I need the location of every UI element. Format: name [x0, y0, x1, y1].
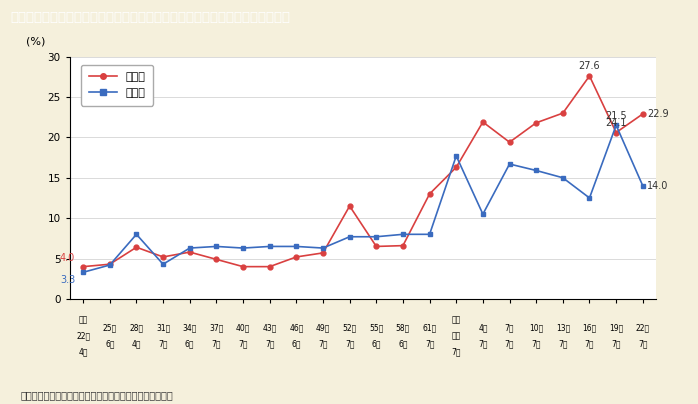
Text: 7月: 7月 [452, 347, 461, 356]
Text: 25年: 25年 [103, 323, 117, 332]
Text: 6月: 6月 [292, 339, 301, 348]
Text: 10年: 10年 [529, 323, 543, 332]
Text: 元年: 元年 [452, 331, 461, 340]
Text: 28年: 28年 [129, 323, 144, 332]
Text: 14.0: 14.0 [647, 181, 668, 191]
Text: 40年: 40年 [236, 323, 250, 332]
Text: 7月: 7月 [611, 339, 621, 348]
Text: 6月: 6月 [185, 339, 195, 348]
Text: 4月: 4月 [78, 347, 88, 356]
Text: 31年: 31年 [156, 323, 170, 332]
Text: 6月: 6月 [105, 339, 114, 348]
Text: 46年: 46年 [289, 323, 304, 332]
Text: 7月: 7月 [531, 339, 541, 348]
Text: 4.0: 4.0 [60, 252, 75, 263]
Text: 7月: 7月 [505, 339, 514, 348]
Text: 52年: 52年 [343, 323, 357, 332]
Text: 7月: 7月 [265, 339, 274, 348]
Text: 24.1: 24.1 [605, 118, 627, 128]
Text: 58年: 58年 [396, 323, 410, 332]
Text: 昭和: 昭和 [78, 315, 88, 324]
Text: 7年: 7年 [505, 323, 514, 332]
Text: 13年: 13年 [556, 323, 570, 332]
Text: 4年: 4年 [478, 323, 488, 332]
Text: 7月: 7月 [211, 339, 221, 348]
Text: 37年: 37年 [209, 323, 223, 332]
Text: 6月: 6月 [371, 339, 381, 348]
Text: 第１－１－２図　参議院議員通常選挙候補者，当選者に占める女性割合の推移: 第１－１－２図 参議院議員通常選挙候補者，当選者に占める女性割合の推移 [10, 11, 290, 24]
Text: 34年: 34年 [183, 323, 197, 332]
Text: 7月: 7月 [638, 339, 648, 348]
Text: (%): (%) [26, 37, 45, 47]
Text: 49年: 49年 [315, 323, 330, 332]
Text: 6月: 6月 [398, 339, 408, 348]
Text: 7月: 7月 [425, 339, 434, 348]
Text: 19年: 19年 [609, 323, 623, 332]
Text: 7月: 7月 [238, 339, 248, 348]
Text: 27.6: 27.6 [579, 61, 600, 71]
Text: 平成: 平成 [452, 315, 461, 324]
Text: 7月: 7月 [345, 339, 355, 348]
Text: 22年: 22年 [636, 323, 650, 332]
Text: 16年: 16年 [582, 323, 597, 332]
Text: 61年: 61年 [422, 323, 437, 332]
Legend: 候補者, 当選者: 候補者, 当選者 [81, 65, 154, 106]
Text: 22年: 22年 [76, 331, 90, 340]
Text: 4月: 4月 [132, 339, 141, 348]
Text: 7月: 7月 [318, 339, 328, 348]
Text: （備考）総務省「参議院議員通常選挙結果調」より作成。: （備考）総務省「参議院議員通常選挙結果調」より作成。 [21, 390, 174, 400]
Text: 7月: 7月 [558, 339, 567, 348]
Text: 22.9: 22.9 [647, 109, 669, 119]
Text: 43年: 43年 [262, 323, 277, 332]
Text: 21.5: 21.5 [605, 111, 627, 121]
Text: 7月: 7月 [478, 339, 488, 348]
Text: 55年: 55年 [369, 323, 383, 332]
Text: 7月: 7月 [585, 339, 594, 348]
Text: 3.3: 3.3 [60, 275, 75, 285]
Text: 7月: 7月 [158, 339, 168, 348]
